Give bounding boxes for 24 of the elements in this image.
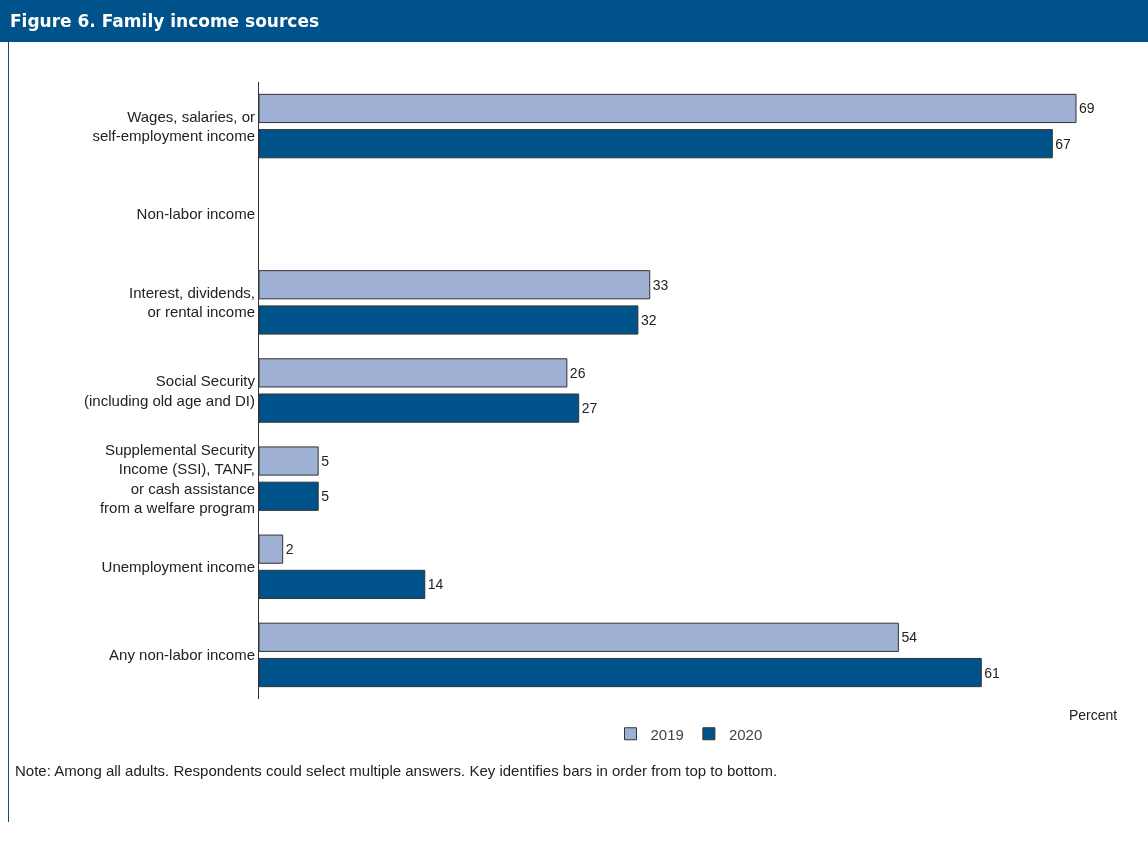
data-label: 26 bbox=[569, 364, 586, 381]
y-tick-label: Supplemental Security Income (SSI), TANF, or cash assistance from a welfare program bbox=[99, 440, 256, 517]
y-tick-label: Wages, salaries, or self-employment income bbox=[92, 107, 255, 145]
data-label: 69 bbox=[1079, 100, 1095, 117]
x-axis-title: Percent bbox=[1069, 707, 1118, 723]
legend-label: 2019 bbox=[650, 725, 684, 743]
y-tick-label: Any non-labor income bbox=[109, 646, 255, 664]
data-label: 27 bbox=[581, 400, 598, 417]
data-label: 5 bbox=[321, 453, 330, 470]
data-label: 67 bbox=[1055, 135, 1072, 152]
data-label: 32 bbox=[640, 311, 657, 328]
y-tick-label: Non-labor income bbox=[136, 205, 255, 223]
data-label: 33 bbox=[652, 276, 669, 293]
chart-title: Figure 6. Family income sources bbox=[0, 0, 1148, 42]
y-tick-label: Interest, dividends, or rental income bbox=[129, 283, 255, 321]
data-label: 2 bbox=[285, 541, 294, 558]
y-tick-label: Social Security (including old age and DI) bbox=[84, 372, 256, 409]
text: Note: Among all adults. Respondents could select multiple answers. Key identifies bars in order from top to bottom. bbox=[15, 762, 779, 779]
data-label: 5 bbox=[321, 488, 330, 505]
data-label: 54 bbox=[901, 629, 918, 646]
y-tick-label: Unemployment income bbox=[101, 558, 255, 576]
data-label: 14 bbox=[427, 576, 444, 593]
legend-label: 2020 bbox=[728, 725, 763, 743]
data-label: 61 bbox=[984, 664, 1001, 681]
